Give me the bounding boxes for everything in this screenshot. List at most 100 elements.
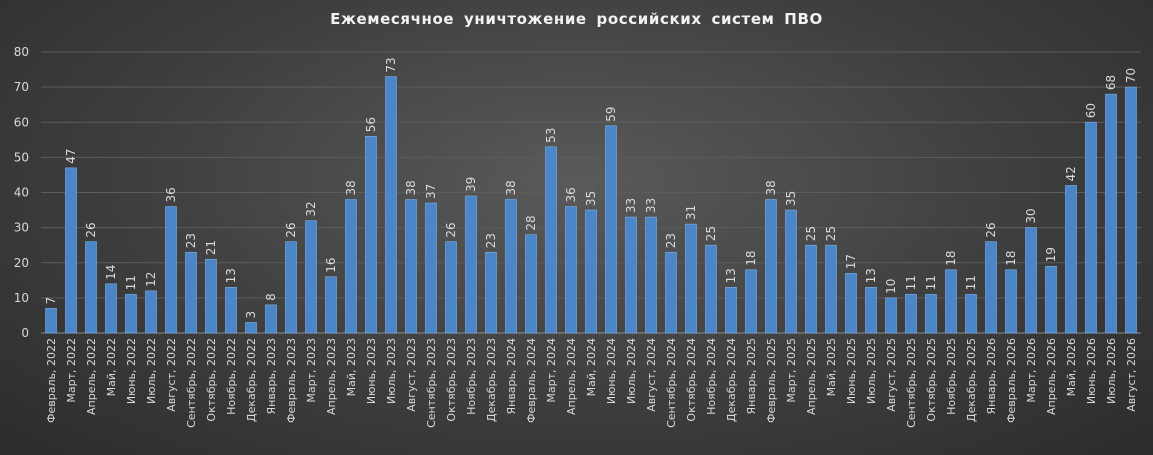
data-label: 21: [204, 240, 218, 255]
category-label: Декабрь, 2025: [965, 338, 978, 422]
data-label: 35: [784, 191, 798, 206]
category-label: Февраль, 2022: [45, 338, 58, 423]
data-label: 26: [444, 222, 458, 237]
bar: [325, 276, 337, 334]
category-label: Апрель, 2025: [805, 338, 818, 415]
y-tick-label: 20: [14, 256, 29, 270]
bar: [125, 294, 137, 334]
category-label: Март, 2024: [545, 338, 558, 403]
data-label: 33: [644, 198, 658, 213]
data-label: 70: [1124, 68, 1138, 83]
bar: [225, 287, 237, 334]
bar: [665, 251, 677, 334]
bar: [905, 294, 917, 334]
category-label: Июнь, 2026: [1085, 338, 1098, 404]
data-label: 59: [604, 106, 618, 121]
data-label: 23: [484, 233, 498, 248]
bar: [445, 241, 457, 334]
data-label: 60: [1084, 103, 1098, 118]
category-label: Октябрь, 2022: [205, 338, 218, 422]
category-label: Ноябрь, 2024: [705, 338, 718, 415]
bar: [245, 322, 257, 334]
data-label: 56: [364, 117, 378, 132]
bar: [565, 206, 577, 334]
data-label: 68: [1104, 75, 1118, 90]
bar: [505, 199, 517, 334]
category-label: Июль, 2022: [145, 338, 158, 404]
category-label: Февраль, 2025: [765, 338, 778, 423]
data-label: 19: [1044, 247, 1058, 262]
category-label: Март, 2022: [65, 338, 78, 403]
y-tick-label: 40: [14, 186, 29, 200]
data-label: 11: [924, 275, 938, 290]
category-label: Август, 2026: [1125, 338, 1138, 412]
category-label: Май, 2023: [345, 338, 358, 396]
data-label: 32: [304, 201, 318, 216]
bar: [945, 269, 957, 334]
bar: [1005, 269, 1017, 334]
bar: [605, 125, 617, 334]
data-label: 36: [164, 187, 178, 202]
bar: [625, 216, 637, 334]
data-label: 36: [564, 187, 578, 202]
bar: [705, 244, 717, 334]
y-tick-label: 30: [14, 221, 29, 235]
category-label: Май, 2022: [105, 338, 118, 396]
bar: [685, 223, 697, 334]
data-label: 18: [1004, 250, 1018, 265]
category-label: Апрель, 2023: [325, 338, 338, 415]
category-label: Сентябрь, 2023: [425, 338, 438, 428]
bar: [545, 146, 557, 334]
category-label: Июнь, 2024: [605, 338, 618, 404]
data-label: 38: [764, 180, 778, 195]
y-tick-label: 10: [14, 291, 29, 305]
data-label: 38: [404, 180, 418, 195]
data-label: 73: [384, 57, 398, 72]
bar: [585, 209, 597, 334]
data-label: 26: [284, 222, 298, 237]
category-label: Сентябрь, 2022: [185, 338, 198, 428]
category-label: Март, 2023: [305, 338, 318, 403]
bar: [265, 304, 277, 334]
data-label: 26: [84, 222, 98, 237]
bar: [1105, 93, 1117, 334]
category-label: Декабрь, 2024: [725, 338, 738, 422]
data-label: 38: [344, 180, 358, 195]
category-label: Сентябрь, 2024: [665, 338, 678, 428]
data-label: 25: [824, 226, 838, 241]
bar: [925, 294, 937, 334]
data-label: 13: [224, 268, 238, 283]
bar: [485, 251, 497, 334]
bar: [525, 234, 537, 334]
category-label: Июнь, 2025: [845, 338, 858, 404]
y-tick-label: 60: [14, 115, 29, 129]
data-label: 23: [184, 233, 198, 248]
data-label: 53: [544, 128, 558, 143]
bar: [645, 216, 657, 334]
bar: [65, 167, 77, 334]
bar: [1065, 185, 1077, 334]
bar: [145, 290, 157, 334]
chart-title: Ежемесячное уничтожение российских систе…: [330, 10, 823, 28]
bar: [465, 195, 477, 334]
bar: [965, 294, 977, 334]
bar: [1025, 227, 1037, 334]
category-label: Август, 2024: [645, 338, 658, 412]
data-label: 33: [624, 198, 638, 213]
bar: [185, 251, 197, 334]
category-label: Январь, 2024: [505, 338, 518, 415]
data-label: 39: [464, 177, 478, 192]
category-label: Декабрь, 2022: [245, 338, 258, 422]
category-label: Февраль, 2026: [1005, 338, 1018, 423]
category-label: Август, 2023: [405, 338, 418, 412]
category-label: Май, 2024: [585, 338, 598, 396]
data-label: 13: [864, 268, 878, 283]
data-label: 26: [984, 222, 998, 237]
category-label: Сентябрь, 2025: [905, 338, 918, 428]
bar: [205, 258, 217, 334]
category-label: Январь, 2026: [985, 338, 998, 415]
data-label: 25: [704, 226, 718, 241]
data-label: 38: [504, 180, 518, 195]
data-label: 8: [264, 293, 278, 301]
